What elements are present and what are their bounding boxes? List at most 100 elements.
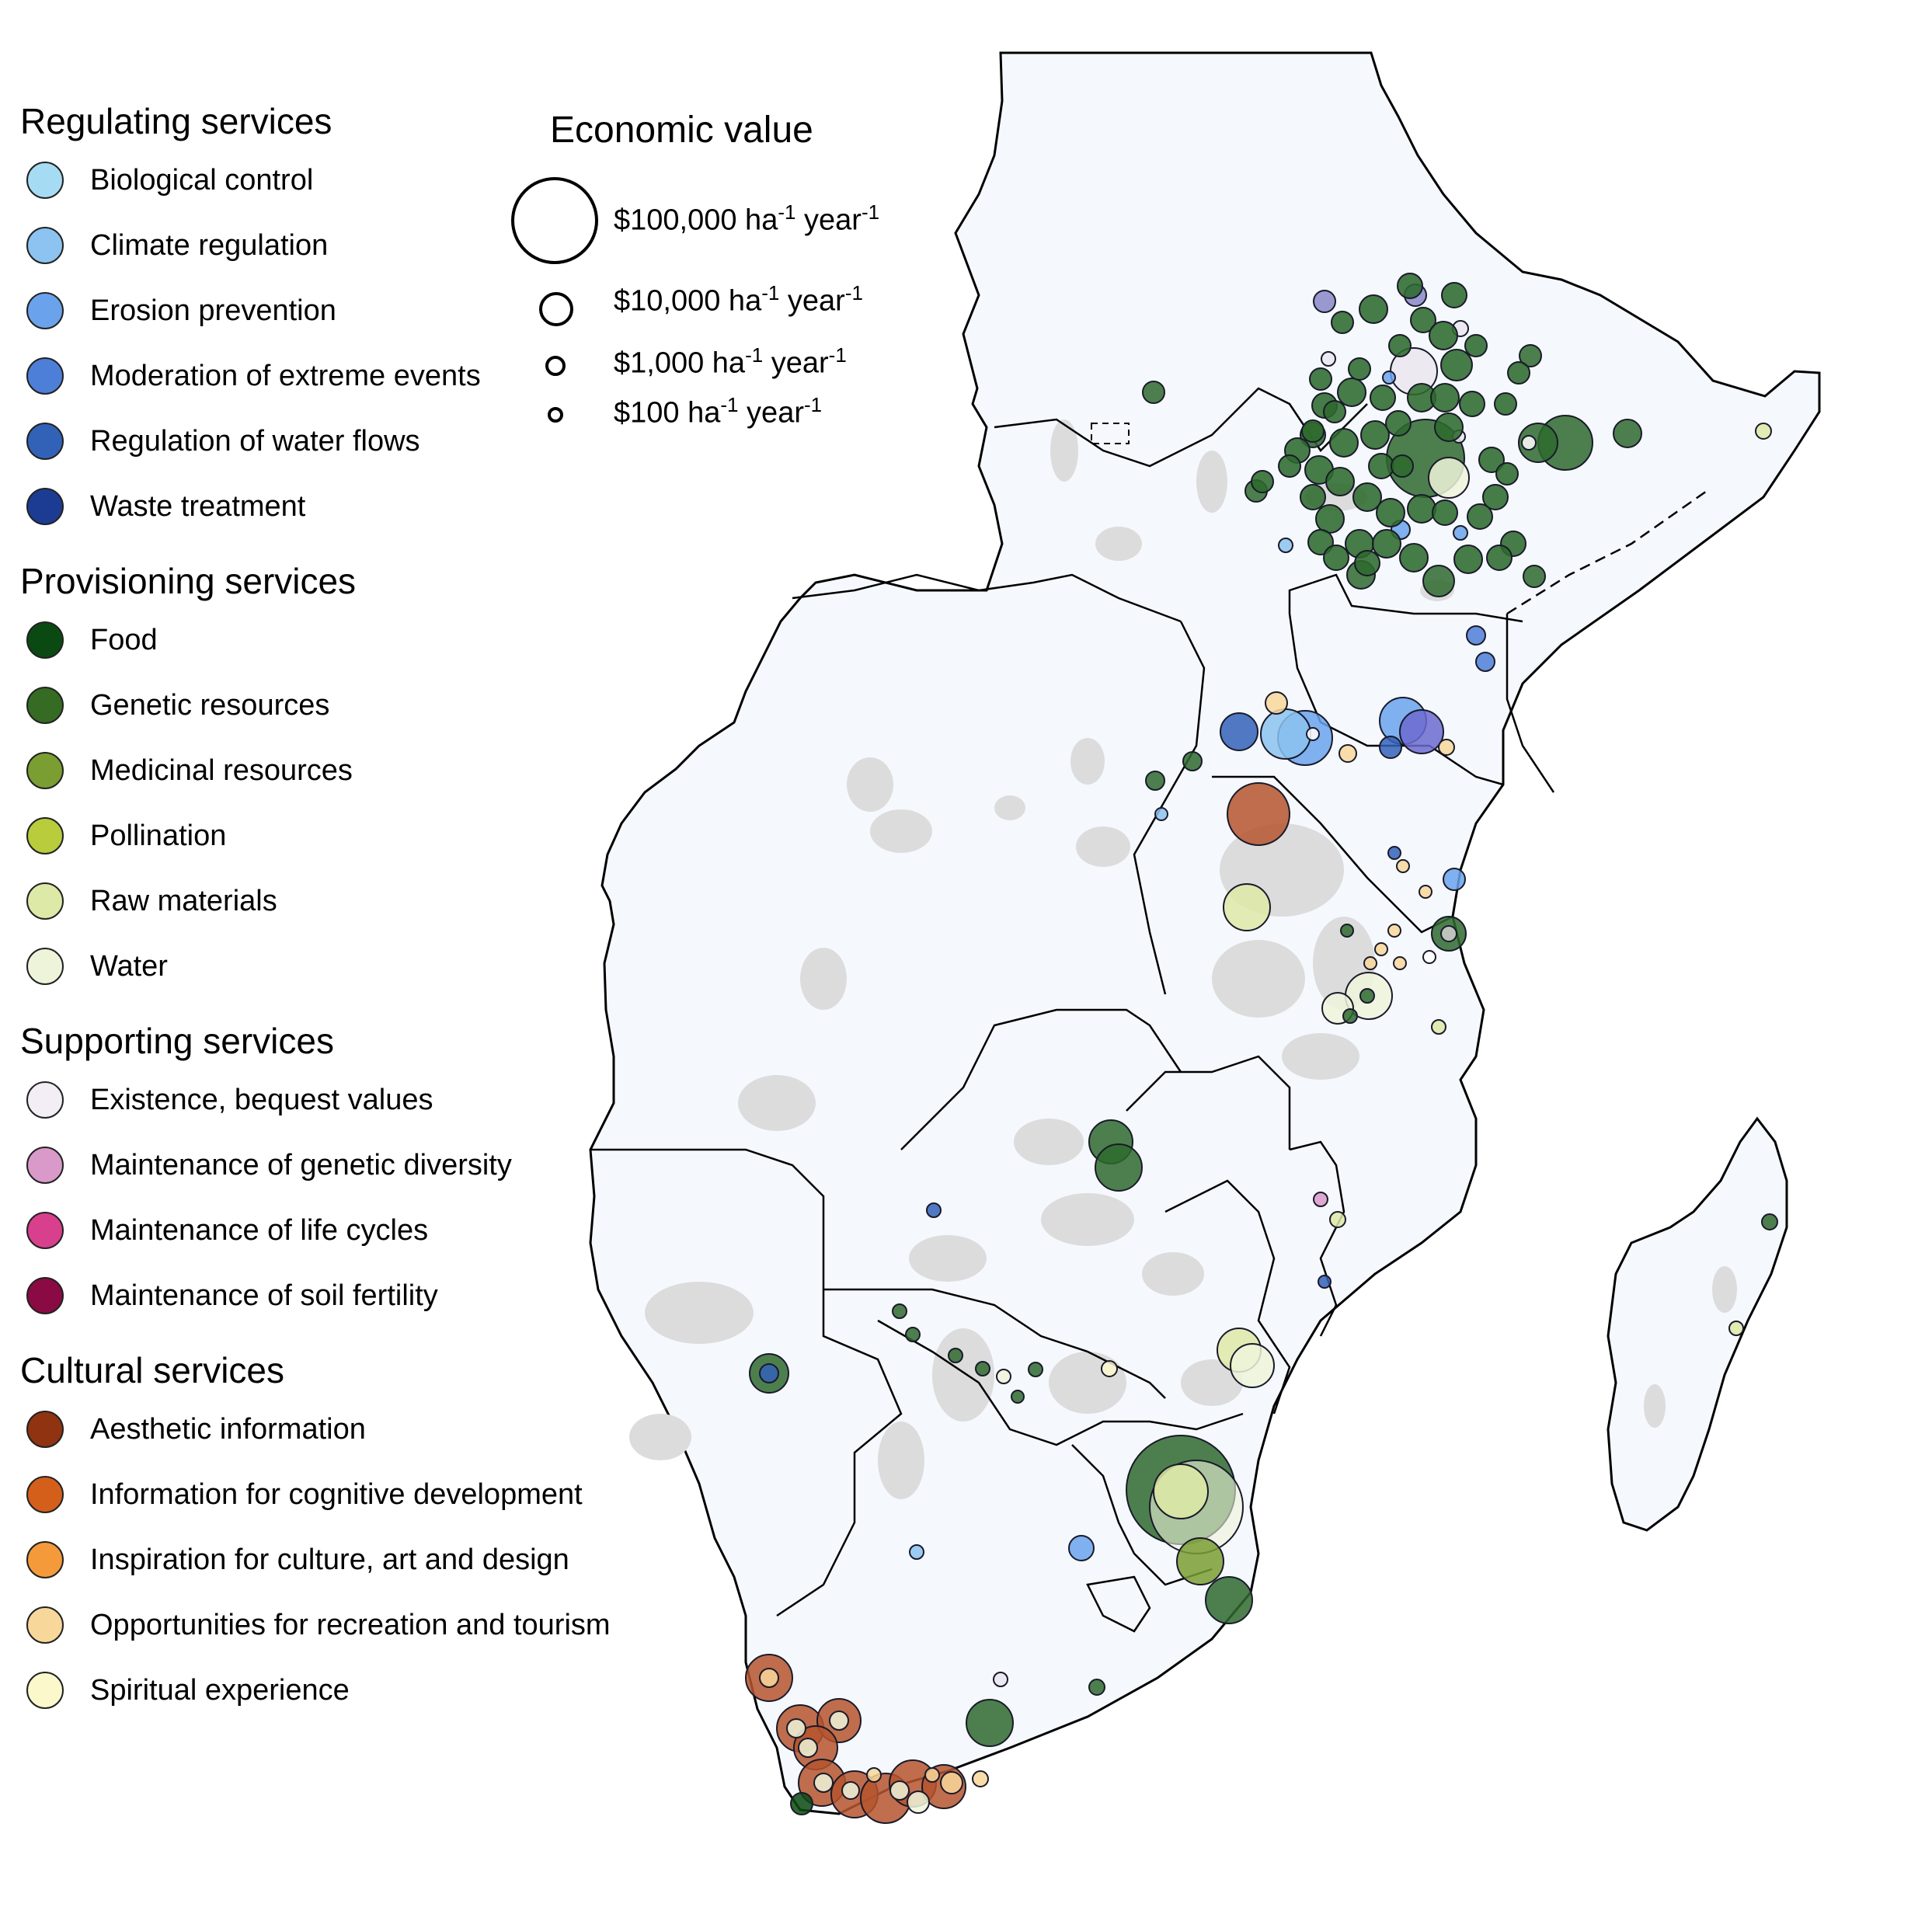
map-point [1265, 691, 1288, 715]
map-point [759, 1363, 779, 1383]
map-point [892, 1303, 907, 1319]
legend-swatch [26, 162, 64, 199]
legend-swatch [26, 1411, 64, 1448]
legend-swatch [26, 687, 64, 724]
map-point [1518, 423, 1558, 463]
legend-item: Information for cognitive development [20, 1462, 657, 1527]
map-point [798, 1738, 818, 1758]
scale-row-10000 [539, 292, 573, 326]
scale-row-100 [548, 407, 563, 423]
map-point [1359, 988, 1375, 1004]
map-point [1410, 307, 1436, 333]
legend-item-label: Medicinal resources [90, 753, 353, 787]
legend-swatch [26, 1541, 64, 1578]
map-point [1521, 435, 1537, 451]
map-point [1431, 1019, 1446, 1035]
map-point [1419, 885, 1432, 899]
legend-item-label: Inspiration for culture, art and design [90, 1543, 569, 1576]
map-point [1396, 859, 1410, 873]
legend-swatch [26, 1476, 64, 1513]
map-point [1338, 744, 1357, 763]
map-point [1755, 423, 1772, 440]
map-point [1329, 428, 1359, 458]
ethiopia-genetic-resource-points [1251, 273, 1530, 576]
service-legend: Regulating services Biological control Cli… [20, 99, 657, 1743]
legend-swatch [26, 1212, 64, 1249]
legend-item: Maintenance of soil fertility [20, 1263, 657, 1328]
map-point [996, 1369, 1011, 1384]
legend-swatch [26, 292, 64, 329]
legend-swatch [26, 1147, 64, 1184]
map-point [1325, 467, 1355, 496]
map-point [889, 1780, 910, 1801]
map-point [1519, 344, 1542, 367]
scale-row-100000 [511, 177, 598, 264]
economic-value-legend: Economic value $100,000 ha-1 year-1 $10,… [505, 109, 940, 430]
legend-item: Water [20, 934, 657, 999]
map-point [972, 1770, 989, 1787]
map-point [1613, 419, 1642, 448]
disputed-border [1506, 488, 1710, 615]
map-point [1182, 751, 1203, 771]
map-point [829, 1710, 849, 1731]
map-point [1728, 1321, 1744, 1336]
legend-item: Genetic resources [20, 673, 657, 738]
map-point [1300, 484, 1326, 510]
map-point [1385, 410, 1412, 437]
map-point [1486, 545, 1513, 571]
map-point [1095, 1143, 1143, 1192]
legend-item-label: Moderation of extreme events [90, 359, 481, 392]
legend-item-label: Pollination [90, 819, 227, 852]
map-point [786, 1718, 806, 1738]
legend-item: Biological control [20, 148, 657, 213]
legend-item-label: Maintenance of genetic diversity [90, 1148, 512, 1182]
legend-swatch [26, 227, 64, 264]
map-point [1376, 498, 1405, 527]
legend-swatch [26, 882, 64, 920]
legend-swatch [26, 752, 64, 789]
map-point [1467, 503, 1493, 530]
map-point [1434, 412, 1464, 442]
legend-item: Medicinal resources [20, 738, 657, 803]
map-point [940, 1771, 963, 1794]
map-point [841, 1781, 860, 1800]
map-point [1372, 529, 1401, 559]
legend-item-label: Erosion prevention [90, 294, 336, 327]
legend-item-label: Biological control [90, 163, 314, 197]
legend-swatch [26, 817, 64, 854]
legend-item: Maintenance of life cycles [20, 1198, 657, 1263]
map-point [1145, 771, 1165, 791]
map-point [1028, 1362, 1043, 1377]
map-point [966, 1699, 1014, 1747]
legend-item: Maintenance of genetic diversity [20, 1133, 657, 1198]
map-point [1251, 470, 1274, 493]
map-point [1459, 391, 1485, 417]
map-point [1430, 383, 1460, 412]
legend-swatch [26, 1606, 64, 1644]
map-point [1428, 457, 1470, 499]
legend-swatch [26, 488, 64, 525]
legend-item-label: Opportunities for recreation and tourism [90, 1608, 611, 1641]
legend-item: Climate regulation [20, 213, 657, 278]
map-point [1387, 846, 1401, 860]
map-point [1142, 381, 1165, 404]
map-point [1453, 525, 1468, 541]
legend-item-label: Waste treatment [90, 489, 306, 523]
map-point [1306, 727, 1320, 741]
map-point [866, 1767, 882, 1783]
map-point [1478, 447, 1505, 473]
legend-group: Regulating services Biological control Cli… [20, 99, 657, 539]
scale-circle [511, 177, 598, 264]
map-point [1387, 924, 1401, 938]
legend-item: Spiritual experience [20, 1658, 657, 1723]
map-point [1227, 782, 1290, 846]
map-point [790, 1792, 813, 1815]
map-point [909, 1544, 924, 1560]
map-point [1391, 454, 1414, 478]
map-point [1393, 956, 1407, 970]
legend-swatch [26, 1277, 64, 1314]
legend-swatch [26, 948, 64, 985]
map-point [975, 1361, 990, 1376]
scale-label-1000: $1,000 ha-1 year-1 [614, 343, 847, 380]
